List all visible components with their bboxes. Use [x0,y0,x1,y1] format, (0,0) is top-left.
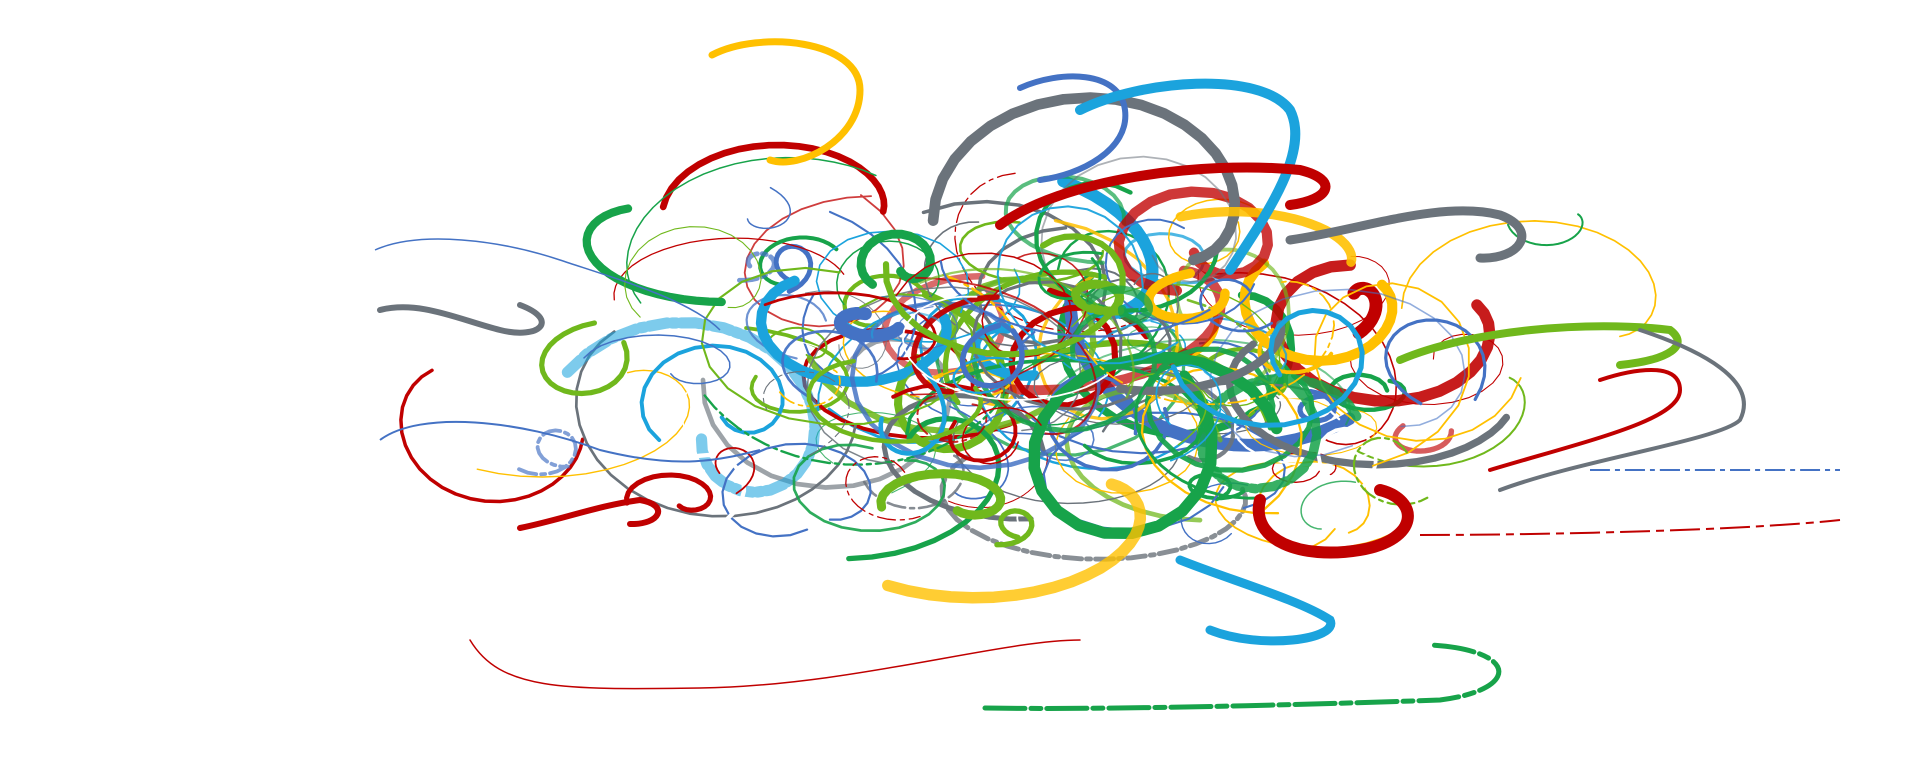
scribble-stroke [1199,278,1274,333]
swirl-stroke [1285,206,1527,263]
scribble-stroke [881,295,958,350]
swirl-stroke [1075,78,1301,275]
scribble-stroke [876,469,1006,520]
scribble-stroke [624,226,762,318]
scribble-stroke [971,309,1158,434]
scribble-stroke [631,452,747,541]
scribble-stroke [1287,426,1378,506]
scribble-stroke [1195,373,1362,494]
scribble-stroke [902,295,1108,401]
scribble-stroke [1122,232,1231,285]
scribble-strokes [399,92,1657,604]
scribble-stroke [743,194,905,328]
swirl-stroke [1175,555,1336,646]
scribble-stroke [1347,281,1383,340]
scribble-stroke [882,478,1147,604]
scribble-stroke [833,306,905,343]
scribble-stroke [994,508,1035,548]
scribble-stroke [1170,308,1365,428]
scribble-stroke [1084,280,1335,406]
swirl-stroke [1488,368,1683,472]
scribble-stroke [1085,285,1154,324]
swirl-stroke [469,639,1081,690]
scribble-stroke [881,393,1046,522]
scribble-stroke [1233,398,1388,467]
scribble-stroke [916,394,988,443]
scribble-stroke [745,293,827,360]
scribble-stroke [806,358,984,444]
scribble-stroke [539,320,630,397]
scribble-stroke [746,186,792,230]
scribble-stroke [916,352,1200,494]
scribble-stroke [1384,318,1487,406]
scribble-stroke [561,317,821,498]
scribble-stroke [582,204,726,307]
swirl-stroke [982,642,1502,711]
scribble-stroke [845,456,921,521]
scribble-stroke [939,260,1211,338]
scribble-stroke [882,233,1126,358]
swirl-stroke [517,496,662,531]
scribble-stroke [1313,282,1522,467]
scribble-stroke [1225,340,1511,469]
scribble-stroke [959,323,1025,389]
scribble-stroke [574,330,857,518]
scribble-stroke [1300,480,1357,530]
scribble-stroke [937,371,1001,407]
scribble-stroke [959,220,1105,284]
scribble-stroke [1175,207,1357,267]
scribble-stroke [801,210,918,381]
swirl-stroke [1017,73,1129,183]
scribble-stroke [613,237,845,301]
scribble-stroke [1046,372,1170,472]
scribble-stroke [961,407,1042,465]
scribble-stroke [881,272,1007,376]
swirl-stroke [377,302,545,336]
scribble-stroke [639,343,785,443]
scribble-stroke [1400,220,1657,338]
scribble-stroke [659,141,888,215]
scribble-stroke [919,267,1135,399]
scribble-stroke [1209,288,1466,458]
swirl-stroke [1396,322,1682,369]
scribble-stroke [827,292,1038,444]
scribble-stroke [703,386,1010,466]
scribble-stroke [763,291,937,361]
swirl-stroke [374,238,721,331]
scribble-stroke [583,334,731,385]
scribble-stroke [721,442,872,538]
swirl-stroke [708,38,864,166]
scribble-stroke [624,472,714,513]
scribble-stroke [626,156,877,304]
feature-strokes [374,38,1841,711]
scribble-stroke [758,235,839,287]
scribble-stroke [1140,366,1303,516]
scribble-stroke [1127,372,1207,446]
scribble-stroke [942,269,1108,406]
scribble-stroke [996,205,1179,365]
scribble-stroke [1115,320,1286,395]
swirl-stroke [1419,519,1841,536]
scribble-stroke [1144,268,1230,324]
scribble-stroke [1239,258,1398,366]
scribble-stroke [517,428,578,477]
scribble-stroke [836,240,940,306]
scribble-stroke [1257,327,1334,375]
scribble-stroke [870,311,947,339]
scribble-stroke [927,92,1241,266]
swirl-stroke [1498,328,1746,492]
swirl-stroke [379,420,761,463]
swirl-stroke [995,162,1331,230]
scribble-stroke [1155,364,1222,462]
swirl-stroke [1252,484,1414,559]
scribble-stroke [911,294,1000,395]
scribble-stroke [778,368,841,408]
scribble-stroke [781,329,879,398]
scribble-stroke [737,251,777,283]
scribble-stroke [681,338,820,445]
